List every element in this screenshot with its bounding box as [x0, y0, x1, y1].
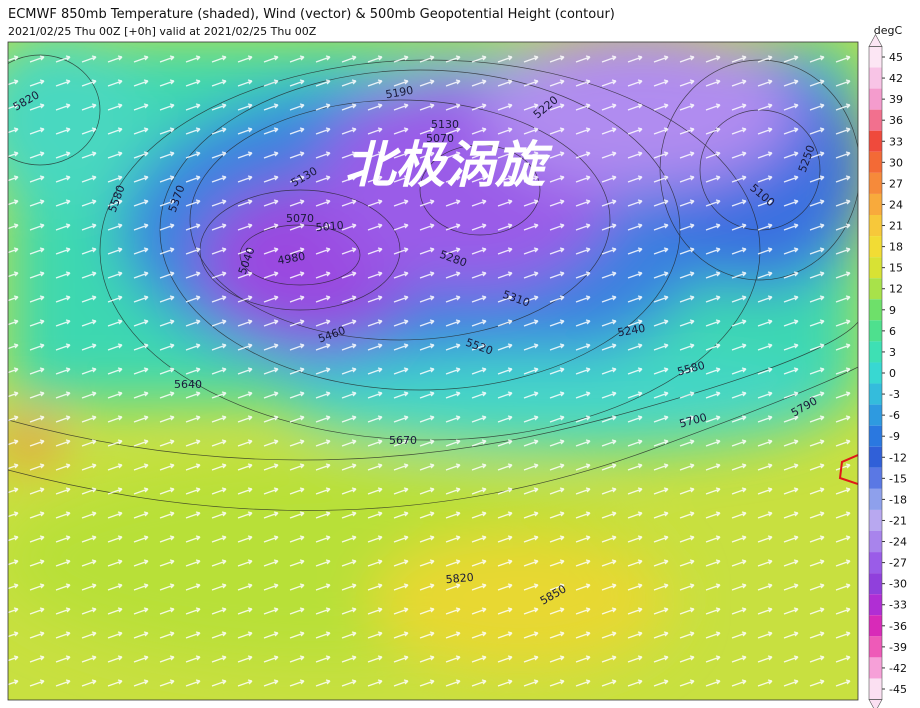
contour-label: 5070 — [286, 212, 314, 225]
colorbar-swatch — [869, 341, 882, 363]
colorbar-swatch — [869, 467, 882, 489]
colorbar-label: 15 — [889, 262, 903, 275]
colorbar-swatch — [869, 678, 882, 700]
colorbar-swatch — [869, 67, 882, 89]
colorbar-label: -21 — [889, 514, 907, 527]
colorbar-label: -12 — [889, 451, 907, 464]
colorbar-unit: degC — [874, 24, 903, 37]
colorbar-label: 30 — [889, 156, 903, 169]
colorbar-swatch — [869, 594, 882, 616]
colorbar-label: 0 — [889, 367, 896, 380]
colorbar-label: 6 — [889, 325, 896, 338]
contour-label: 5820 — [445, 571, 474, 586]
map-frame — [7, 41, 859, 701]
colorbar-swatch — [869, 130, 882, 152]
colorbar-swatch — [869, 657, 882, 679]
colorbar-label: -3 — [889, 388, 900, 401]
colorbar-swatch — [869, 425, 882, 447]
colorbar-label: -42 — [889, 662, 907, 675]
subtitle: 2021/02/25 Thu 00Z [+0h] valid at 2021/0… — [8, 25, 317, 38]
colorbar-label: -27 — [889, 557, 907, 570]
title: ECMWF 850mb Temperature (shaded), Wind (… — [8, 7, 615, 22]
colorbar-swatch — [869, 320, 882, 342]
contour-label: 5240 — [616, 322, 646, 340]
colorbar-label: -45 — [889, 683, 907, 696]
colorbar-frame — [868, 46, 883, 700]
colorbar-label: -9 — [889, 430, 900, 443]
map — [8, 42, 858, 700]
contour-label: 5190 — [384, 84, 414, 102]
colorbar-swatch — [869, 552, 882, 574]
colorbar-label: 36 — [889, 114, 903, 127]
colorbar-label: -33 — [889, 599, 907, 612]
colorbar-swatch — [869, 636, 882, 658]
colorbar-swatch — [869, 488, 882, 510]
colorbar-label: 33 — [889, 135, 903, 148]
colorbar-label: -15 — [889, 472, 907, 485]
colorbar-swatch — [869, 46, 882, 68]
contour-label: 4980 — [276, 250, 306, 268]
colorbar-swatch — [869, 383, 882, 405]
colorbar-label: 12 — [889, 283, 903, 296]
colorbar-swatch — [869, 236, 882, 258]
contour-label: 5640 — [174, 378, 202, 391]
colorbar-swatch — [869, 573, 882, 595]
contour-label: 5670 — [389, 434, 417, 447]
colorbar-label: -36 — [889, 620, 907, 633]
colorbar-swatch — [869, 109, 882, 131]
colorbar-label: -18 — [889, 493, 907, 506]
colorbar-swatch — [869, 615, 882, 637]
colorbar-label: 24 — [889, 198, 903, 211]
colorbar-swatch — [869, 151, 882, 173]
colorbar-label: 21 — [889, 220, 903, 233]
colorbar-swatch — [869, 446, 882, 468]
contour-label: 5070 — [426, 132, 454, 145]
colorbar-label: 42 — [889, 72, 903, 85]
colorbar-swatch — [869, 172, 882, 194]
colorbar-swatch — [869, 193, 882, 215]
colorbar-label: -30 — [889, 578, 907, 591]
overlay-text: 北极涡旋 — [345, 136, 553, 194]
colorbar-label: 3 — [889, 346, 896, 359]
colorbar-swatch — [869, 88, 882, 110]
colorbar-end — [868, 699, 883, 708]
contour-label: 5010 — [315, 219, 344, 234]
colorbar-swatch — [869, 531, 882, 553]
colorbar-label: 27 — [889, 177, 903, 190]
colorbar-label: 9 — [889, 304, 896, 317]
colorbar-swatch — [869, 257, 882, 279]
colorbar-swatch — [869, 362, 882, 384]
colorbar-swatch — [869, 215, 882, 237]
contour-label: 5130 — [431, 118, 459, 131]
colorbar-label: 18 — [889, 241, 903, 254]
colorbar-label: -39 — [889, 641, 907, 654]
colorbar-label: -6 — [889, 409, 900, 422]
colorbar-swatch — [869, 404, 882, 426]
colorbar-label: 45 — [889, 51, 903, 64]
colorbar-swatch — [869, 299, 882, 321]
colorbar-label: 39 — [889, 93, 903, 106]
colorbar-label: -24 — [889, 536, 907, 549]
colorbar-swatch — [869, 509, 882, 531]
colorbar-swatch — [869, 278, 882, 300]
